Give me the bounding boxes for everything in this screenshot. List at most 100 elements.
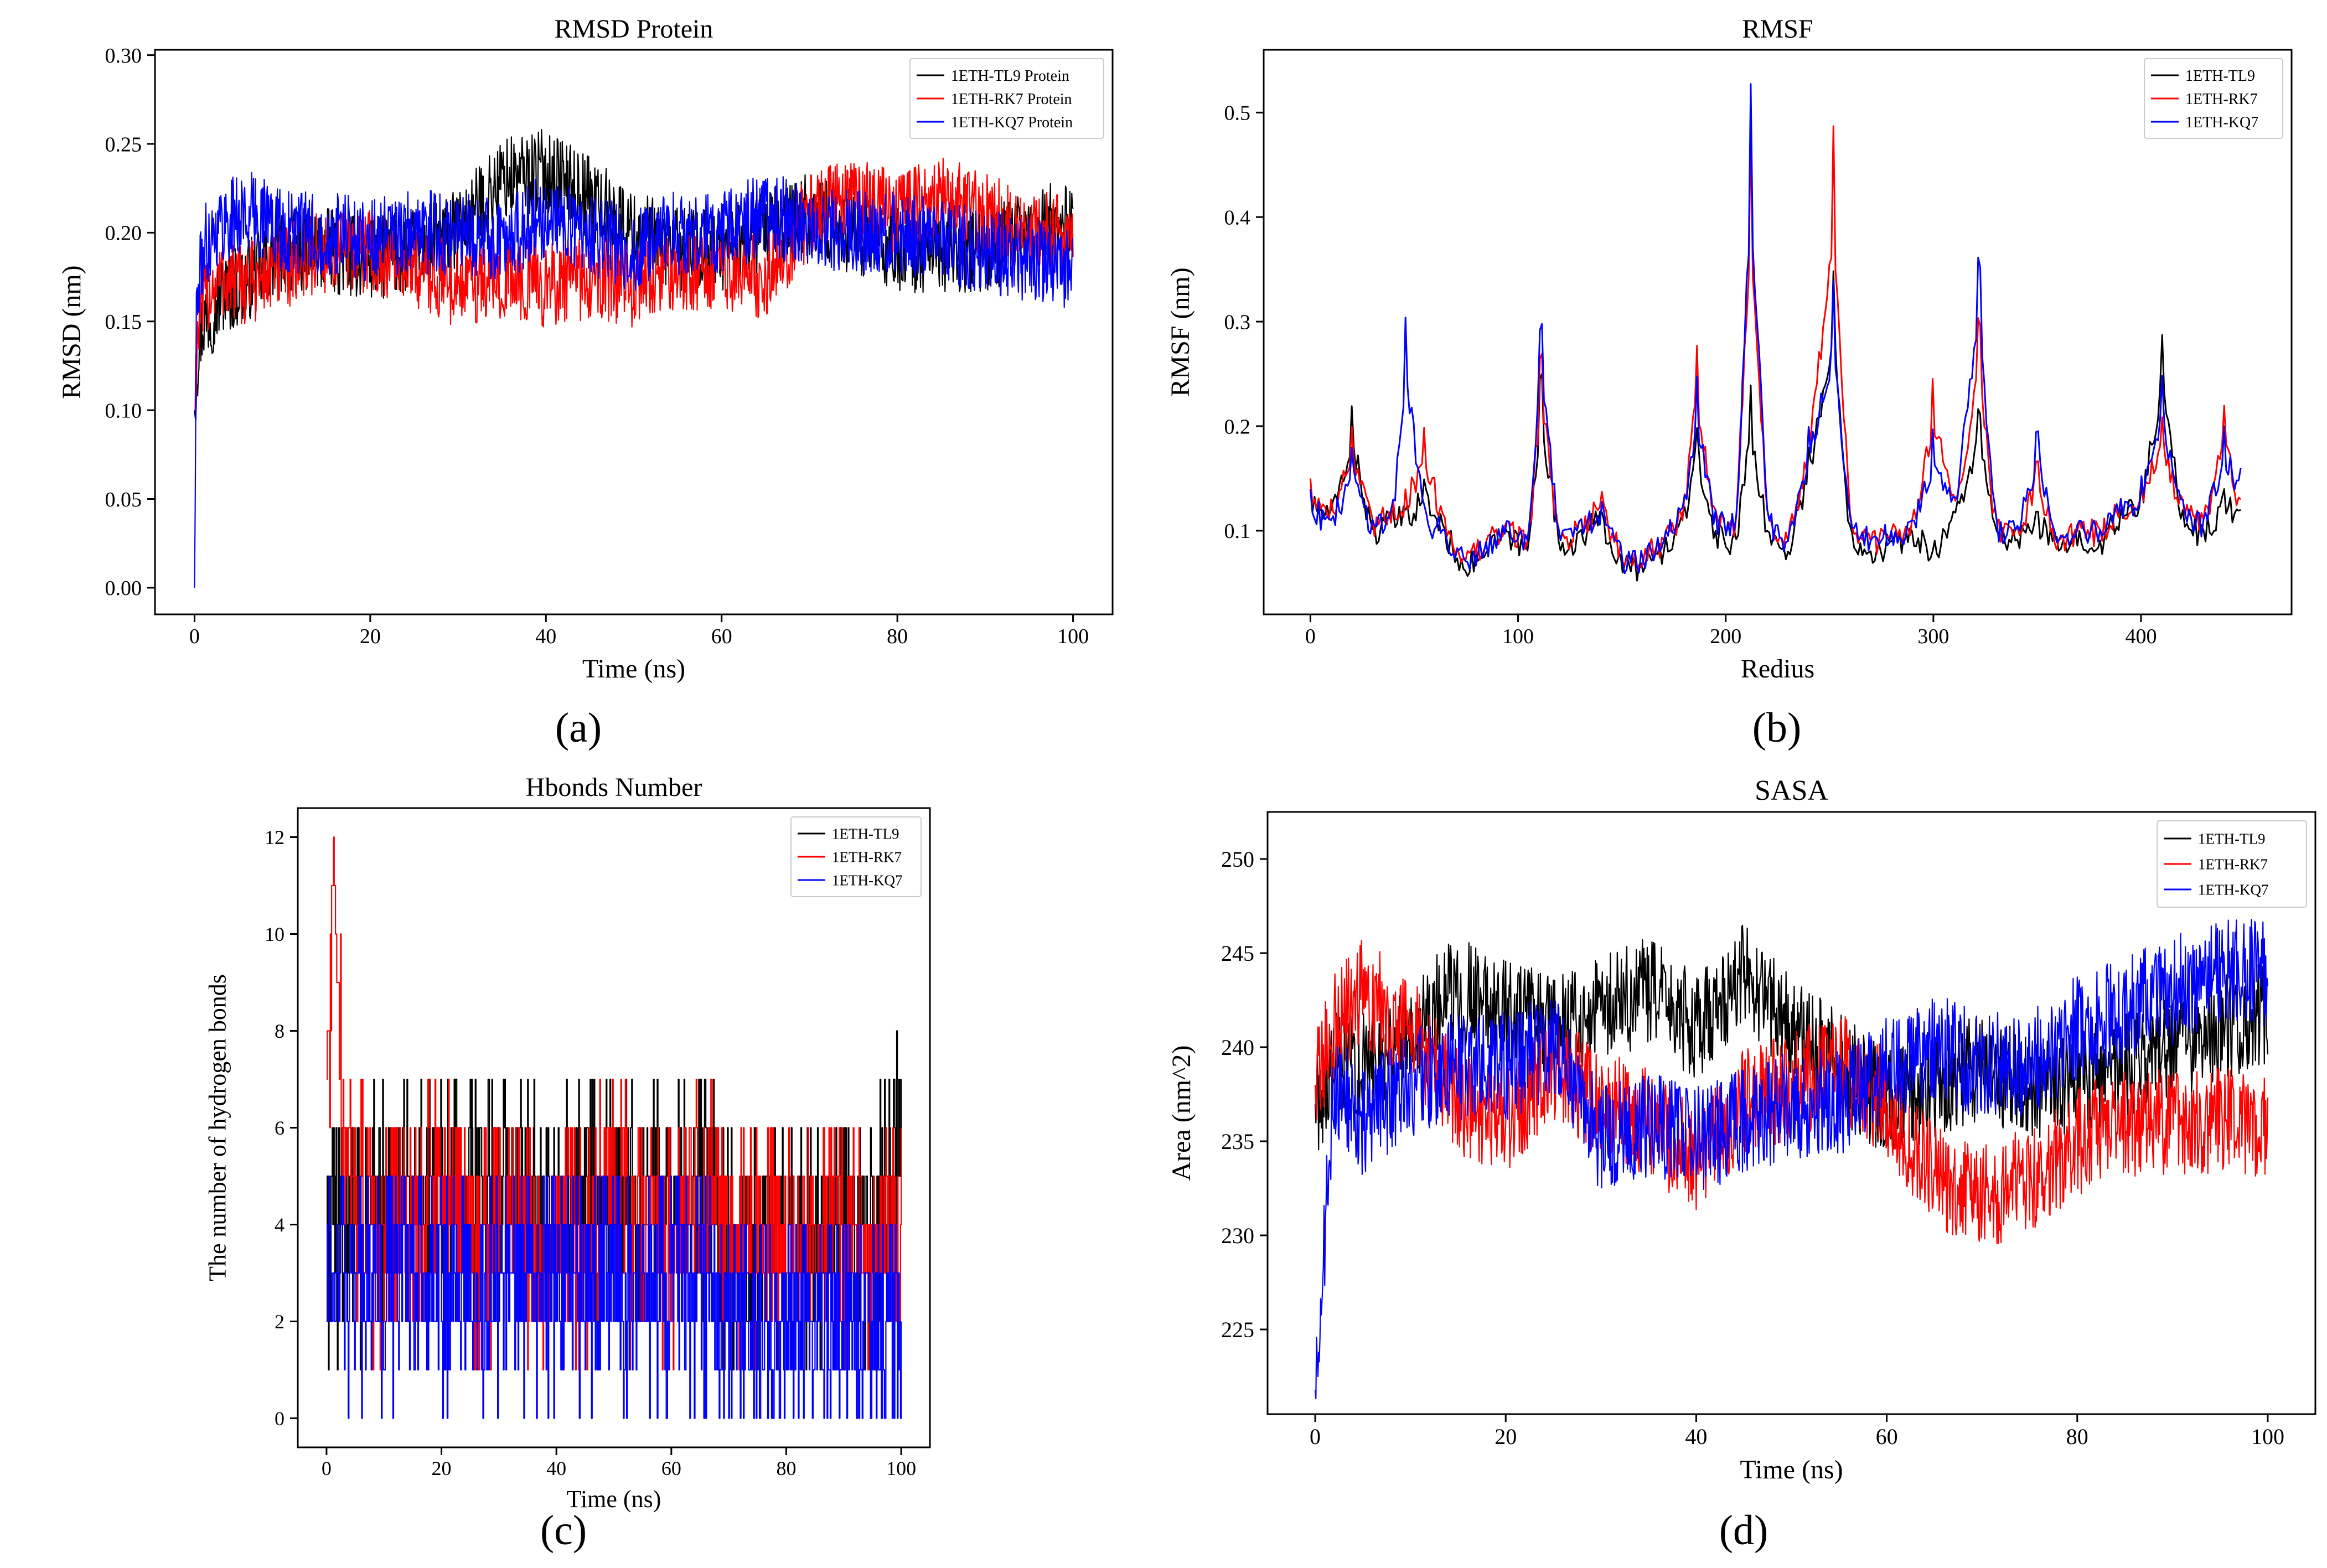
- legend-label: 1ETH-RK7: [832, 848, 902, 865]
- y-axis-label: RMSD (nm): [57, 265, 86, 399]
- y-tick-label: 0.20: [105, 222, 142, 245]
- x-tick-label: 0: [322, 1457, 332, 1479]
- legend: 1ETH-TL9 1ETH-RK7 1ETH-KQ7: [2144, 58, 2283, 139]
- y-tick-label: 0.25: [105, 133, 142, 156]
- legend-label: 1ETH-RK7 Protein: [951, 91, 1072, 108]
- y-tick-label: 0.05: [105, 488, 142, 511]
- x-tick-label: 0: [189, 625, 200, 648]
- x-tick-label: 40: [1685, 1424, 1707, 1449]
- series-group: [1309, 83, 2242, 582]
- chart-title: Hbonds Number: [526, 773, 702, 802]
- y-axis-label: The number of hydrogen bonds: [204, 974, 231, 1281]
- chart-d: 0 20 40 60 80 100 225 230 235 240 245 250 SASA Time (…: [1167, 775, 2316, 1554]
- y-tick-label: 230: [1221, 1223, 1254, 1248]
- y-axis-label: RMSF (nm): [1166, 267, 1195, 396]
- y-tick-label: 0.5: [1224, 102, 1251, 125]
- legend: 1ETH-TL9 Protein 1ETH-RK7 Protein 1ETH-KQ7…: [909, 58, 1104, 139]
- y-tick-label: 0.00: [105, 577, 142, 600]
- x-tick-label: 0: [1310, 1424, 1321, 1449]
- series-group: [1314, 919, 2269, 1400]
- y-tick-label: 0.2: [1224, 415, 1251, 438]
- y-tick-label: 250: [1221, 847, 1254, 872]
- x-axis-label: Time (ns): [1740, 1455, 1843, 1484]
- x-tick-label: 100: [2251, 1424, 2284, 1449]
- y-tick-label: 235: [1221, 1129, 1254, 1154]
- chart-title: RMSD Protein: [555, 14, 713, 44]
- x-tick-label: 400: [2126, 625, 2157, 648]
- chart-title: RMSF: [1742, 14, 1813, 44]
- legend-label: 1ETH-RK7: [2198, 856, 2268, 872]
- y-tick-label: 0: [275, 1407, 285, 1430]
- series-line-c-3: [326, 1175, 902, 1419]
- legend: 1ETH-TL9 1ETH-RK7 1ETH-KQ7: [2157, 820, 2307, 908]
- y-axis-label: Area (nm^2): [1167, 1045, 1196, 1181]
- panel-label: (a): [555, 705, 602, 751]
- legend-label: 1ETH-KQ7 Protein: [951, 114, 1073, 131]
- series-line-a-3: [194, 172, 1074, 588]
- y-tick-label: 0.4: [1224, 206, 1251, 230]
- series-group: [194, 129, 1074, 588]
- y-tick-label: 8: [275, 1020, 285, 1042]
- legend-label: 1ETH-TL9: [2185, 68, 2255, 85]
- y-tick-label: 225: [1221, 1317, 1254, 1342]
- plot-frame: [1263, 49, 2293, 615]
- x-tick-label: 40: [535, 625, 556, 648]
- plot-frame: [154, 49, 1114, 615]
- x-axis-label: Redius: [1741, 654, 1814, 684]
- y-tick-label: 4: [275, 1214, 285, 1236]
- series-line-d-1: [1314, 924, 2269, 1151]
- series-line-b-2: [1309, 125, 2242, 571]
- x-tick-label: 0: [1305, 625, 1316, 648]
- x-tick-label: 100: [1502, 625, 1534, 648]
- legend-label: 1ETH-KQ7: [2198, 881, 2268, 898]
- x-axis-label: Time (ns): [567, 1486, 661, 1513]
- series-group: [326, 836, 902, 1419]
- x-tick-label: 300: [1917, 625, 1949, 648]
- legend: 1ETH-TL9 1ETH-RK7 1ETH-KQ7: [790, 816, 922, 897]
- y-tick-label: 0.15: [105, 311, 142, 334]
- legend-label: 1ETH-TL9: [832, 825, 899, 842]
- legend-label: 1ETH-KQ7: [832, 872, 902, 888]
- x-tick-label: 20: [432, 1457, 452, 1479]
- x-tick-label: 60: [711, 625, 732, 648]
- y-tick-label: 2: [275, 1311, 285, 1333]
- legend-label: 1ETH-TL9: [2198, 830, 2265, 847]
- chart-c: 0 20 40 60 80 100 0 2 4 6 8 10 12 Hbonds Number Time (…: [204, 773, 931, 1554]
- x-axis-label: Time (ns): [582, 654, 685, 684]
- y-tick-label: 245: [1221, 941, 1254, 966]
- x-tick-label: 80: [776, 1457, 796, 1479]
- chart-b: 0 100 200 300 400 0.1 0.2 0.3 0.4 0.5 RMSF Redius RM…: [1166, 14, 2293, 751]
- chart-a: 0 20 40 60 80 100 0.00 0.05 0.10 0.15 0.20 0.25 0.30…: [57, 14, 1114, 751]
- y-tick-label: 0.10: [105, 399, 142, 422]
- x-tick-label: 100: [1057, 625, 1089, 648]
- x-tick-label: 100: [886, 1457, 916, 1479]
- plot-frame: [1266, 811, 2316, 1415]
- x-tick-label: 80: [887, 625, 908, 648]
- x-tick-label: 60: [661, 1457, 681, 1479]
- y-tick-label: 0.1: [1224, 520, 1251, 543]
- series-line-d-2: [1314, 940, 2269, 1245]
- x-tick-label: 20: [360, 625, 381, 648]
- y-tick-label: 12: [265, 826, 285, 848]
- legend-label: 1ETH-RK7: [2185, 91, 2258, 108]
- y-tick-label: 240: [1221, 1035, 1254, 1060]
- legend-label: 1ETH-TL9 Protein: [951, 68, 1069, 85]
- x-tick-label: 40: [546, 1457, 566, 1479]
- series-line-a-2: [194, 157, 1074, 411]
- x-tick-label: 80: [2066, 1424, 2088, 1449]
- chart-title: SASA: [1755, 775, 1828, 806]
- series-line-d-3: [1314, 919, 2269, 1400]
- x-tick-label: 200: [1710, 625, 1741, 648]
- panel-label: (c): [540, 1507, 587, 1554]
- series-line-b-3: [1309, 83, 2242, 575]
- y-tick-label: 0.30: [105, 44, 142, 68]
- legend-label: 1ETH-KQ7: [2185, 114, 2258, 131]
- panel-label: (b): [1752, 705, 1802, 751]
- y-tick-label: 6: [275, 1117, 285, 1139]
- y-tick-label: 10: [265, 923, 285, 945]
- x-tick-label: 60: [1876, 1424, 1898, 1449]
- y-tick-label: 0.3: [1224, 311, 1251, 334]
- panel-label: (d): [1719, 1507, 1768, 1554]
- x-tick-label: 20: [1495, 1424, 1517, 1449]
